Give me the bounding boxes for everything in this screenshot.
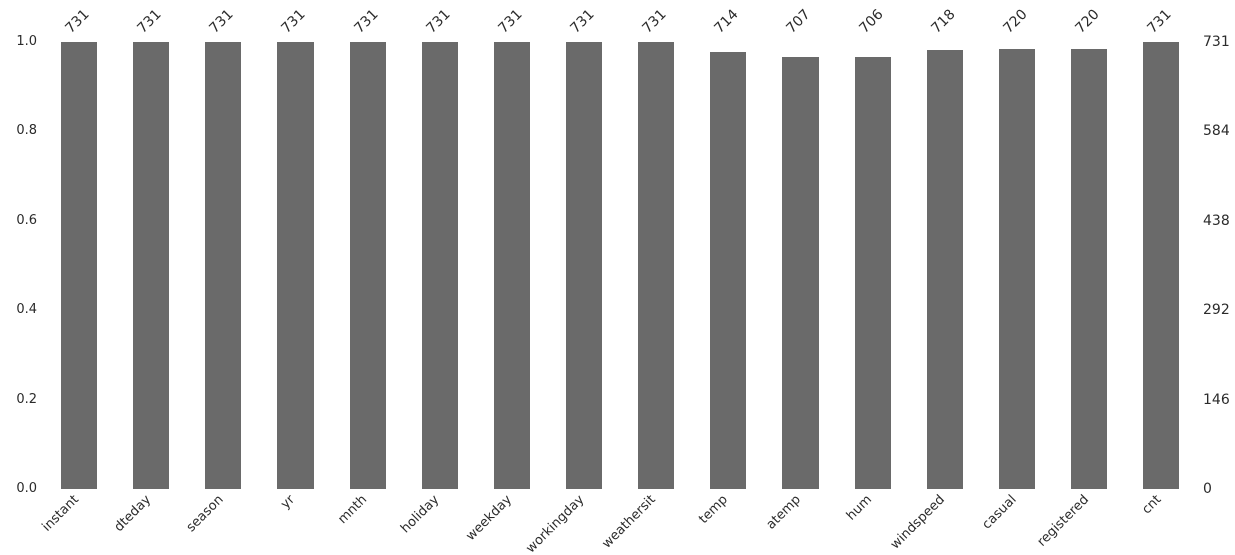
x-tick-label: workingday — [522, 492, 587, 555]
bar — [710, 52, 747, 489]
bar-value-label: 720 — [1000, 6, 1031, 37]
y-tick-label-left: 0.4 — [16, 302, 37, 318]
bar — [782, 56, 819, 489]
x-tick-label: season — [183, 492, 227, 536]
bar — [1143, 42, 1180, 489]
x-tick-label: mnth — [335, 492, 371, 528]
bar — [638, 42, 675, 489]
y-tick-label-right: 292 — [1203, 302, 1230, 319]
bar — [61, 42, 98, 489]
bar — [349, 42, 386, 489]
x-tick-label: holiday — [398, 492, 443, 537]
bar-value-label: 731 — [1144, 6, 1175, 37]
bar-value-label: 718 — [928, 6, 959, 37]
bar — [421, 42, 458, 489]
bar — [205, 42, 242, 489]
bar-value-label: 731 — [423, 6, 454, 37]
x-tick-label: cnt — [1138, 492, 1165, 518]
bar — [566, 42, 603, 489]
y-tick-label-left: 0.0 — [16, 481, 37, 496]
bar-value-label: 707 — [783, 6, 815, 37]
x-tick-label: yr — [278, 492, 299, 513]
bar-value-label: 720 — [1072, 6, 1103, 37]
bar — [493, 42, 530, 489]
y-tick-label-right: 584 — [1203, 123, 1230, 140]
y-tick-label-right: 0 — [1203, 481, 1212, 497]
bar-value-label: 731 — [567, 6, 598, 37]
x-tick-label: casual — [979, 492, 1020, 533]
x-tick-label: registered — [1034, 492, 1092, 550]
bar-value-label: 731 — [639, 6, 670, 37]
bar-value-label: 731 — [62, 6, 93, 37]
bar-value-label: 731 — [278, 6, 310, 37]
x-tick-label: dteday — [111, 492, 155, 535]
bar-value-label: 706 — [856, 6, 887, 37]
x-tick-label: instant — [39, 492, 82, 535]
x-tick-label: atemp — [763, 492, 804, 533]
x-tick-label: weekday — [463, 492, 515, 544]
y-tick-label-right: 146 — [1203, 391, 1230, 408]
bar — [1071, 48, 1108, 489]
x-tick-label: hum — [844, 492, 876, 524]
bar-value-label: 731 — [351, 6, 382, 37]
y-tick-label-right: 731 — [1203, 34, 1230, 50]
bar-value-label: 731 — [495, 6, 526, 37]
bar — [854, 57, 891, 489]
bar — [926, 49, 963, 489]
bar-value-label: 731 — [134, 6, 165, 37]
x-tick-label: temp — [696, 492, 732, 527]
bar — [133, 42, 170, 489]
bar-value-label: 714 — [711, 6, 742, 37]
bar-value-label: 731 — [206, 6, 237, 37]
y-tick-label-right: 438 — [1203, 212, 1230, 229]
y-tick-label-left: 0.6 — [16, 212, 37, 228]
x-tick-label: weathersit — [599, 492, 660, 552]
bar — [998, 48, 1035, 489]
bar — [277, 42, 314, 489]
y-tick-label-left: 0.2 — [16, 391, 37, 407]
y-tick-label-left: 1.0 — [16, 34, 37, 49]
x-tick-label: windspeed — [887, 492, 948, 553]
y-tick-label-left: 0.8 — [16, 123, 37, 139]
